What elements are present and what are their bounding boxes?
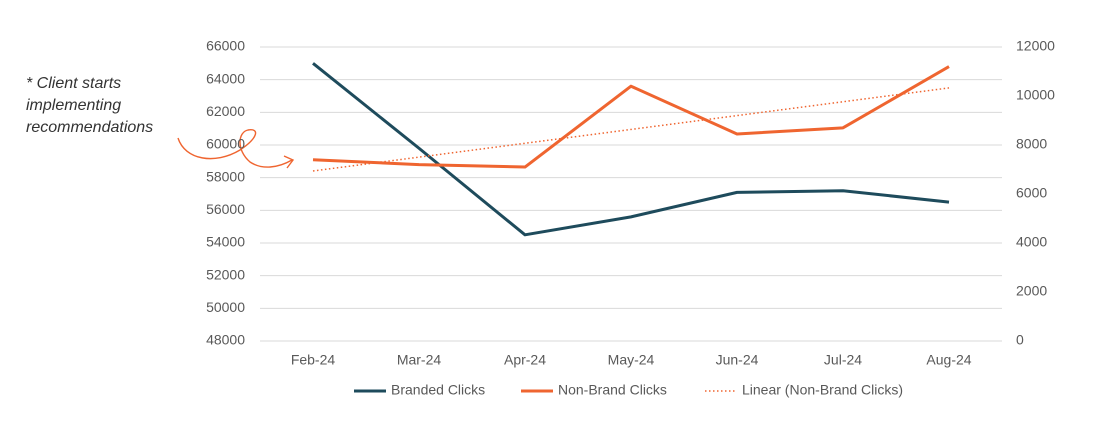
- legend-label: Non-Brand Clicks: [558, 382, 667, 398]
- y2-tick-label: 6000: [1016, 185, 1047, 201]
- y-tick-label: 62000: [206, 103, 245, 119]
- y-tick-label: 58000: [206, 168, 245, 184]
- x-tick-label: Jul-24: [824, 352, 862, 368]
- y-tick-label: 56000: [206, 201, 245, 217]
- y2-tick-label: 8000: [1016, 136, 1047, 152]
- y-tick-label: 50000: [206, 299, 245, 315]
- y2-tick-label: 10000: [1016, 87, 1055, 103]
- y2-tick-label: 0: [1016, 332, 1024, 348]
- annotation-arrow: [177, 129, 295, 169]
- annotation: * Client starts: [26, 75, 121, 92]
- legend-label: Linear (Non-Brand Clicks): [742, 382, 903, 398]
- annotation: recommendations: [26, 119, 153, 136]
- y-tick-label: 60000: [206, 136, 245, 152]
- series-line: [312, 87, 950, 172]
- y-tick-label: 48000: [206, 332, 245, 348]
- y-tick-label: 52000: [206, 266, 245, 282]
- annotation: implementing: [26, 97, 121, 114]
- series-line: [312, 65, 950, 169]
- legend-label: Branded Clicks: [391, 382, 485, 398]
- x-tick-label: Aug-24: [926, 352, 971, 368]
- series-line: [312, 62, 950, 237]
- x-tick-label: Jun-24: [716, 352, 759, 368]
- y-tick-label: 64000: [206, 70, 245, 86]
- x-tick-label: Mar-24: [397, 352, 442, 368]
- y2-tick-label: 4000: [1016, 234, 1047, 250]
- x-tick-label: Apr-24: [504, 352, 546, 368]
- y-tick-label: 54000: [206, 234, 245, 250]
- x-tick-label: Feb-24: [291, 352, 336, 368]
- y2-tick-label: 12000: [1016, 38, 1055, 54]
- y2-tick-label: 2000: [1016, 283, 1047, 299]
- y-tick-label: 66000: [206, 38, 245, 54]
- x-tick-label: May-24: [608, 352, 655, 368]
